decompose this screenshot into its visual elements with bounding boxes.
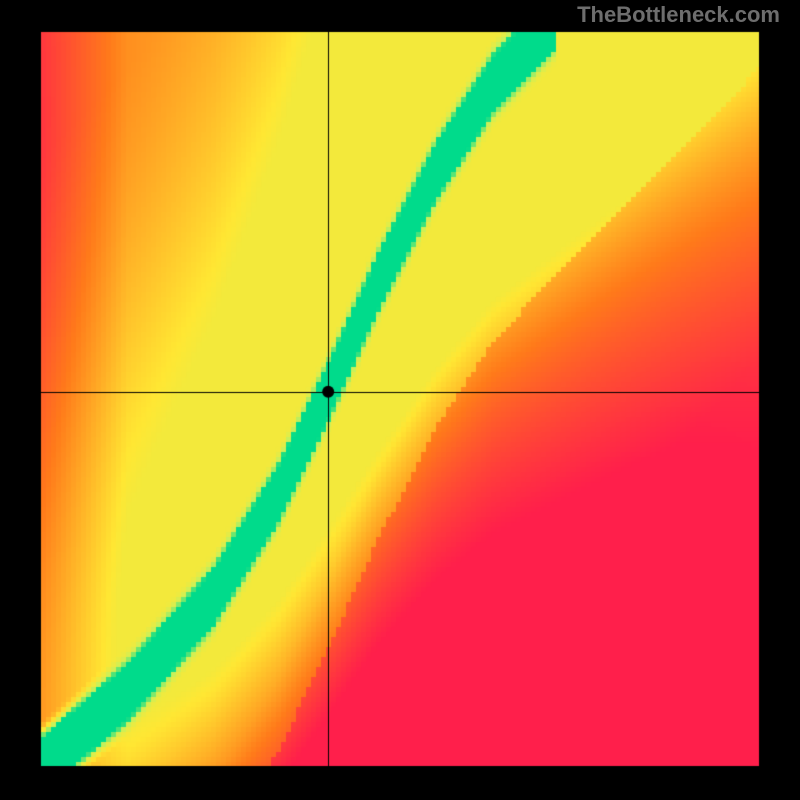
chart-container: TheBottleneck.com bbox=[0, 0, 800, 800]
bottleneck-heatmap-canvas bbox=[0, 0, 800, 800]
watermark-label: TheBottleneck.com bbox=[577, 2, 780, 28]
